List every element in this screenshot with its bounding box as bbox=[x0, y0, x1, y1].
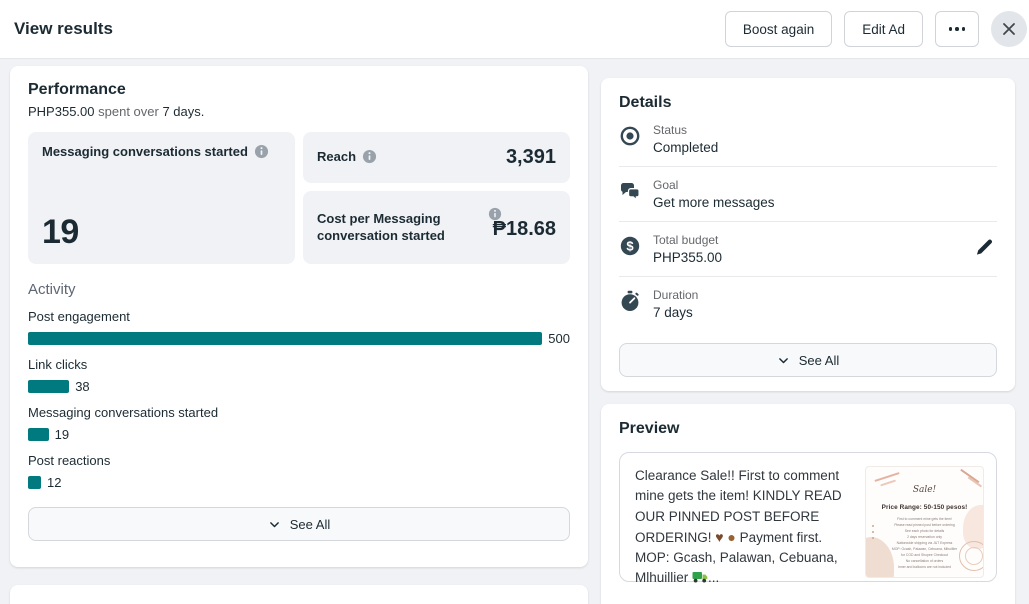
performance-card: Performance PHP355.00 spent over 7 days.… bbox=[10, 66, 588, 567]
activity-row: Post reactions 12 bbox=[28, 453, 570, 490]
metric-label: Reach bbox=[317, 149, 357, 165]
activity-section-title: Activity bbox=[28, 281, 76, 298]
duration-stopwatch-icon bbox=[621, 290, 639, 311]
info-icon[interactable] bbox=[362, 149, 377, 164]
activity-value: 12 bbox=[47, 475, 62, 490]
detail-value: PHP355.00 bbox=[653, 250, 723, 265]
activity-row: Messaging conversations started 19 bbox=[28, 405, 570, 442]
activity-label: Link clicks bbox=[28, 357, 88, 372]
preview-ellipsis: ... bbox=[708, 570, 720, 586]
thumbnail-fine-print-line: for COD and Shopee Checkout bbox=[901, 552, 948, 557]
activity-see-all-button[interactable]: See All bbox=[28, 507, 570, 541]
ad-preview-text: Clearance Sale!! First to comment mine g… bbox=[635, 466, 855, 585]
see-all-label: See All bbox=[798, 352, 840, 368]
status-icon bbox=[620, 126, 640, 146]
thumbnail-fine-print-line: Please read pinned post before ordering bbox=[894, 522, 955, 527]
activity-value: 500 bbox=[548, 331, 570, 346]
next-section-card bbox=[10, 585, 588, 604]
thumbnail-fine-print-line: MOP: Gcash, Palawan, Cebuana, Mlhuillier bbox=[891, 546, 958, 551]
activity-bar bbox=[28, 332, 543, 345]
activity-bar bbox=[28, 380, 70, 393]
more-options-button[interactable] bbox=[935, 11, 979, 47]
delivery-truck-icon bbox=[692, 572, 708, 583]
metric-grid: Messaging conversations started 19 Reach bbox=[28, 132, 570, 264]
detail-value: Completed bbox=[653, 140, 719, 155]
metric-card-messaging: Messaging conversations started 19 bbox=[28, 132, 295, 264]
goal-chat-icon bbox=[621, 183, 640, 202]
ad-thumbnail: Sale! Price Range: 50-150 pesos! First t… bbox=[865, 466, 984, 578]
thumbnail-fine-print-line: 2 days reservation only bbox=[907, 534, 942, 539]
activity-row: Post engagement 500 bbox=[28, 309, 570, 346]
thumbnail-fine-print-line: Nationwide shipping via J&T Express bbox=[896, 540, 953, 545]
pencil-icon bbox=[976, 239, 992, 255]
see-all-label: See All bbox=[289, 516, 331, 532]
ad-preview-box: Clearance Sale!! First to comment mine g… bbox=[619, 452, 997, 585]
metric-value: 19 bbox=[42, 213, 79, 251]
details-see-all-button[interactable]: See All bbox=[619, 343, 997, 377]
detail-label: Status bbox=[653, 123, 688, 137]
detail-row-budget: $ Total budget PHP355.00 bbox=[619, 222, 997, 277]
thumbnail-fine-print: First to comment mine gets the item! Ple… bbox=[866, 517, 983, 571]
close-button[interactable] bbox=[991, 11, 1027, 47]
metric-label: Cost per Messaging conversation started bbox=[317, 210, 445, 243]
activity-bar bbox=[28, 476, 41, 489]
detail-label: Total budget bbox=[653, 233, 719, 247]
thumbnail-fine-print-line: Inner and balloons are not included bbox=[898, 564, 951, 569]
main-content: Performance PHP355.00 spent over 7 days.… bbox=[0, 59, 1029, 604]
spend-amount: PHP355.00 bbox=[28, 104, 95, 119]
detail-row-status: Status Completed bbox=[619, 112, 997, 167]
page-title: View results bbox=[14, 19, 113, 38]
info-icon[interactable] bbox=[488, 207, 502, 221]
activity-label: Post engagement bbox=[28, 309, 130, 324]
thumbnail-headline: Price Range: 50-150 pesos! bbox=[881, 504, 968, 511]
preview-text-segment: Payment first. MOP: Gcash, Palawan, Cebu… bbox=[635, 529, 838, 586]
detail-row-goal: Goal Get more messages bbox=[619, 167, 997, 222]
thumbnail-fine-print-line: See each photo for details bbox=[904, 528, 945, 533]
metric-card-reach: Reach 3,391 bbox=[303, 132, 570, 183]
spend-middle-text: spent over bbox=[98, 104, 159, 119]
right-column: Details Status Completed Goal bbox=[601, 78, 1015, 604]
detail-label: Duration bbox=[653, 288, 699, 302]
budget-dollar-icon: $ bbox=[620, 236, 640, 256]
activity-value: 38 bbox=[75, 379, 90, 394]
header: View results Boost again Edit Ad bbox=[0, 0, 1029, 59]
details-card: Details Status Completed Goal bbox=[601, 78, 1015, 391]
preview-title: Preview bbox=[619, 420, 680, 437]
brown-heart-emoji: ♥ bbox=[715, 528, 724, 545]
edit-budget-button[interactable] bbox=[970, 234, 997, 264]
preview-text-segment: Clearance Sale!! First to comment mine g… bbox=[635, 468, 842, 545]
detail-row-duration: Duration 7 days bbox=[619, 277, 997, 331]
activity-label: Messaging conversations started bbox=[28, 405, 219, 420]
detail-label: Goal bbox=[653, 178, 679, 192]
header-actions: Boost again Edit Ad bbox=[724, 11, 1027, 47]
close-icon bbox=[1003, 23, 1015, 35]
spend-summary: PHP355.00 spent over 7 days. bbox=[28, 104, 570, 119]
activity-label: Post reactions bbox=[28, 453, 111, 468]
left-column: Performance PHP355.00 spent over 7 days.… bbox=[10, 66, 588, 604]
activity-value: 19 bbox=[54, 427, 70, 442]
chevron-down-icon bbox=[778, 357, 788, 363]
ellipsis-icon bbox=[948, 27, 966, 31]
thumbnail-fine-print-line: No cancellation of orders bbox=[905, 558, 944, 563]
brown-circle-emoji: ● bbox=[727, 528, 736, 545]
metric-label: Messaging conversations started bbox=[42, 144, 248, 159]
svg-text:$: $ bbox=[626, 239, 634, 254]
thumbnail-fine-print-line: First to comment mine gets the item! bbox=[897, 517, 952, 521]
info-icon[interactable] bbox=[254, 144, 269, 159]
details-title: Details bbox=[619, 94, 672, 111]
edit-ad-button[interactable]: Edit Ad bbox=[844, 11, 923, 47]
performance-title: Performance bbox=[28, 81, 126, 98]
metric-card-cost: Cost per Messaging conversation started … bbox=[303, 191, 570, 264]
boost-again-button[interactable]: Boost again bbox=[724, 11, 833, 47]
activity-row: Link clicks 38 bbox=[28, 357, 570, 394]
detail-value: Get more messages bbox=[653, 195, 775, 210]
activity-bar bbox=[28, 428, 49, 441]
preview-card: Preview Clearance Sale!! First to commen… bbox=[601, 404, 1015, 604]
chevron-down-icon bbox=[269, 521, 279, 527]
detail-value: 7 days bbox=[653, 305, 693, 320]
metric-value: ₱18.68 bbox=[492, 218, 556, 240]
metric-value: 3,391 bbox=[505, 146, 556, 168]
spend-duration: 7 days. bbox=[162, 104, 205, 119]
thumbnail-script-title: Sale! bbox=[912, 485, 937, 495]
